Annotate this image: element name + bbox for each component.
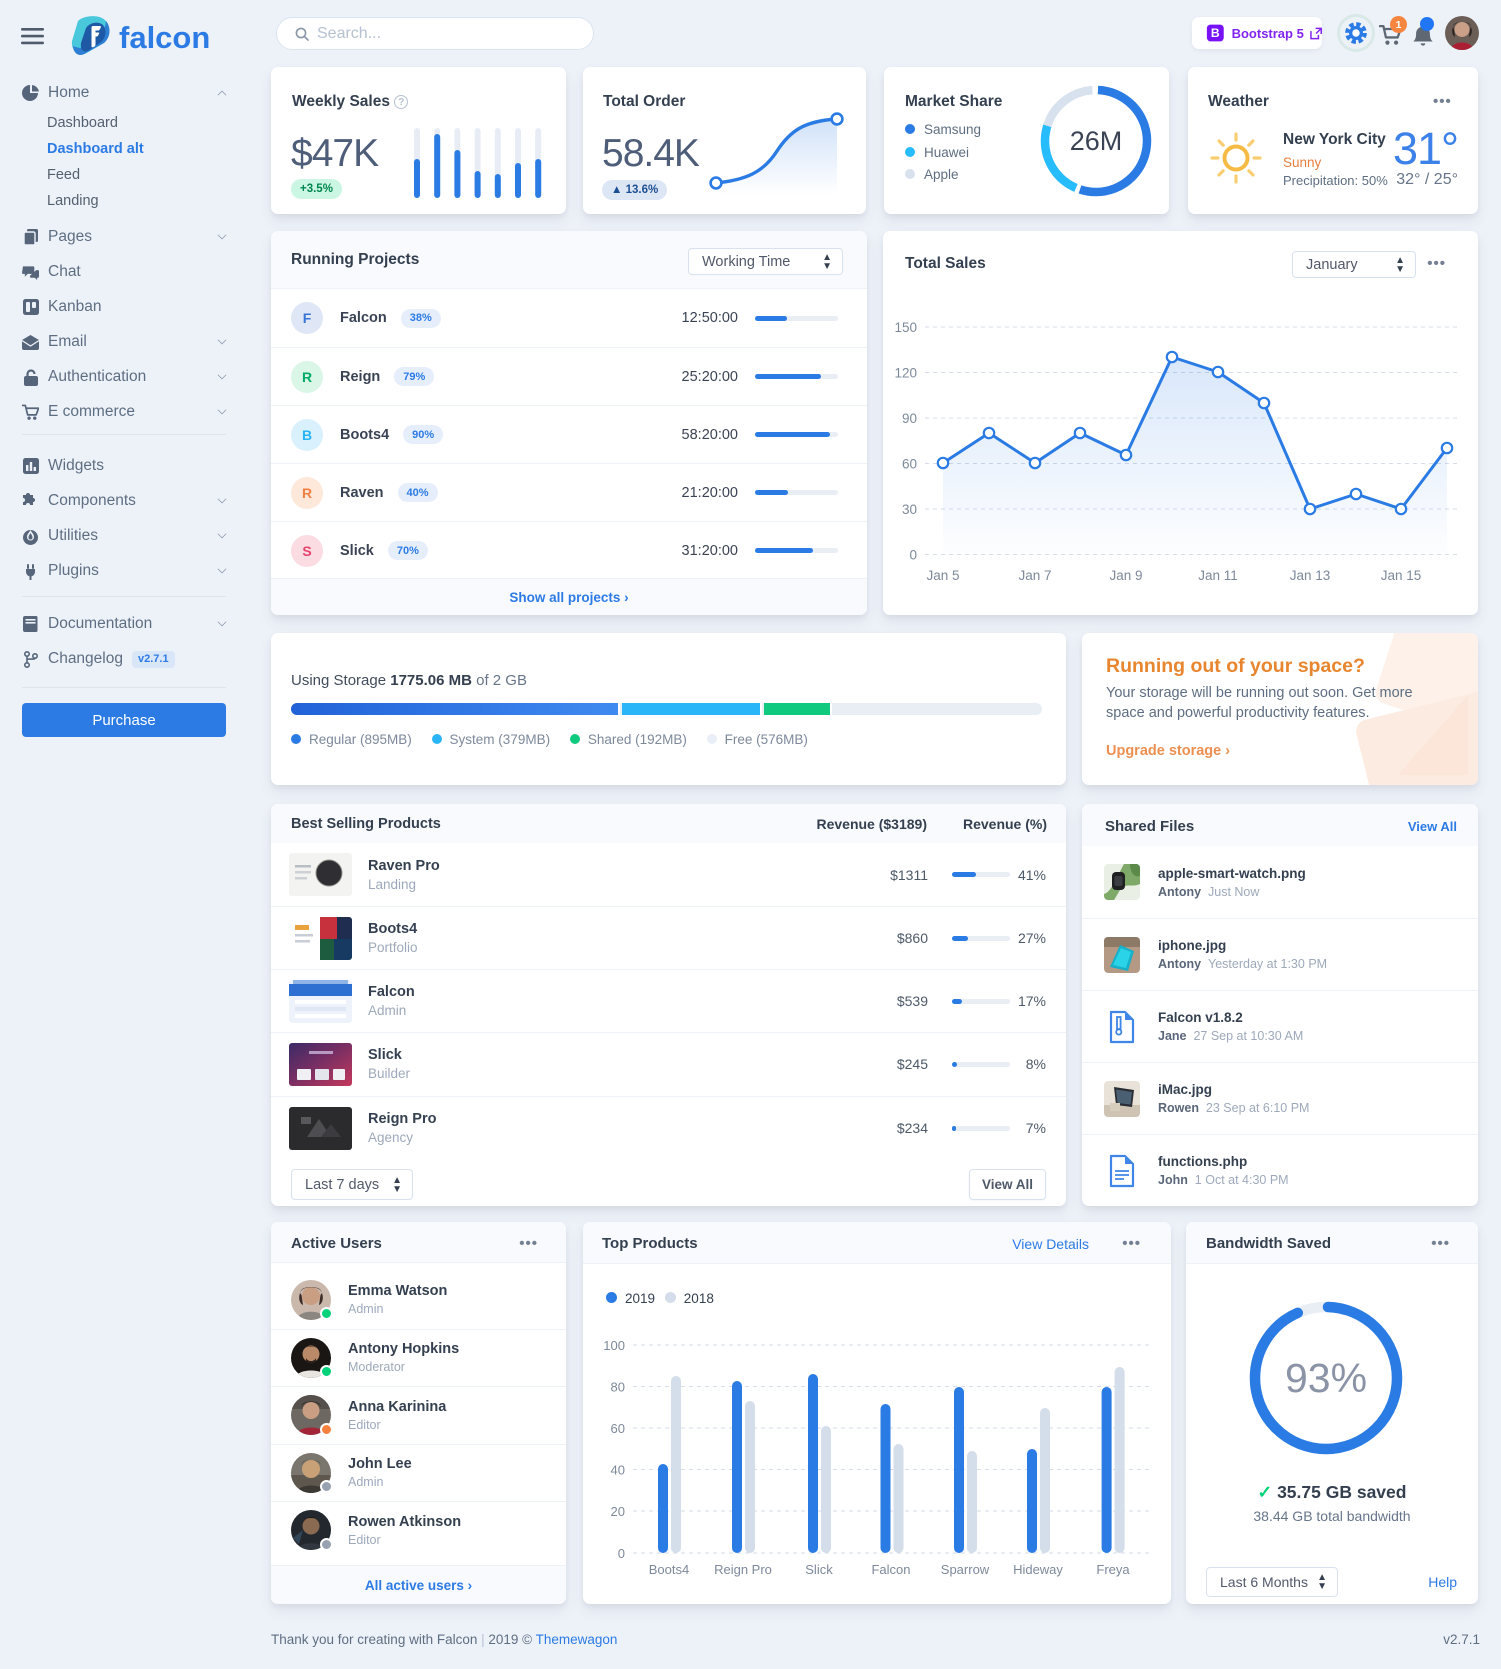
svg-text:0: 0 xyxy=(909,548,917,563)
svg-text:0: 0 xyxy=(618,1546,625,1561)
svg-text:80: 80 xyxy=(611,1380,625,1395)
svg-text:93%: 93% xyxy=(1285,1355,1367,1401)
svg-text:Boots4: Boots4 xyxy=(649,1562,689,1577)
svg-text:150: 150 xyxy=(894,320,917,335)
svg-text:Falcon: Falcon xyxy=(871,1562,910,1577)
svg-text:30: 30 xyxy=(902,502,917,517)
svg-text:Jan 11: Jan 11 xyxy=(1198,568,1238,583)
svg-text:40: 40 xyxy=(611,1463,625,1478)
svg-text:60: 60 xyxy=(611,1421,625,1436)
svg-text:Sparrow: Sparrow xyxy=(941,1562,990,1577)
svg-text:Jan 7: Jan 7 xyxy=(1018,568,1051,583)
svg-text:Slick: Slick xyxy=(805,1562,833,1577)
svg-text:20: 20 xyxy=(611,1504,625,1519)
svg-text:Reign Pro: Reign Pro xyxy=(714,1562,772,1577)
svg-text:60: 60 xyxy=(902,457,917,472)
svg-text:120: 120 xyxy=(894,366,917,381)
svg-text:B: B xyxy=(1211,26,1220,40)
svg-text:Jan 9: Jan 9 xyxy=(1109,568,1142,583)
svg-text:Freya: Freya xyxy=(1096,1562,1130,1577)
svg-text:100: 100 xyxy=(603,1338,625,1353)
svg-text:Jan 13: Jan 13 xyxy=(1290,568,1331,583)
svg-text:90: 90 xyxy=(902,411,917,426)
svg-text:Jan 15: Jan 15 xyxy=(1381,568,1422,583)
svg-text:26M: 26M xyxy=(1070,126,1123,156)
svg-text:Hideway: Hideway xyxy=(1013,1562,1063,1577)
svg-text:Jan 5: Jan 5 xyxy=(926,568,959,583)
